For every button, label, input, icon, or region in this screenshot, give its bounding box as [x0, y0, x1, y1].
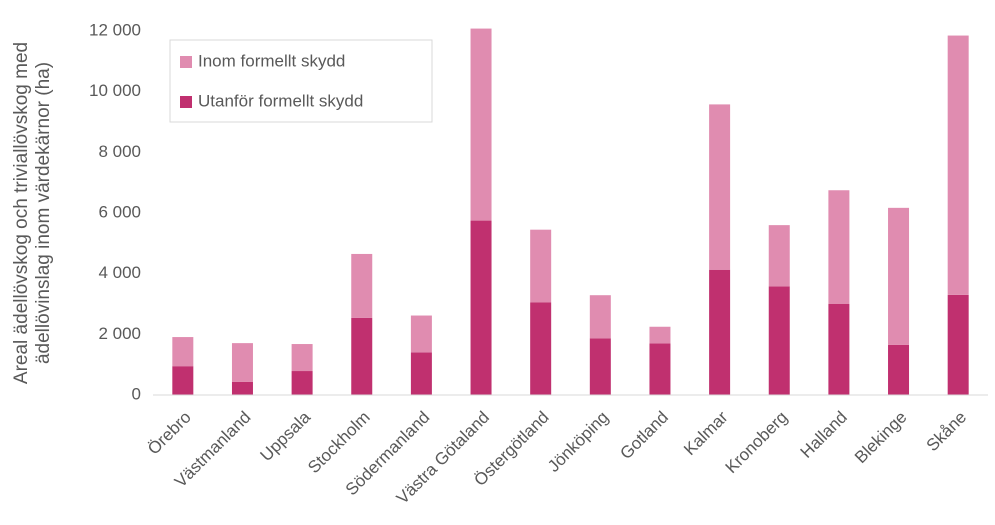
bar-segment — [351, 317, 373, 395]
y-axis-title-line: Areal ädellövskog och triviallövskog med — [11, 42, 32, 384]
bar-segment — [768, 286, 790, 395]
x-tick-label: Kronoberg — [722, 408, 792, 478]
bar-segment — [172, 366, 194, 395]
y-axis-title: Areal ädellövskog och triviallövskog med… — [11, 42, 54, 384]
bar-segment — [768, 225, 790, 287]
bar-segment — [231, 381, 253, 395]
legend-label: Inom formellt skydd — [198, 51, 345, 70]
bar-segment — [828, 304, 850, 395]
bar-segment — [888, 344, 910, 395]
x-tick-label-group: Jönköping — [544, 408, 612, 476]
x-tick-label: Skåne — [923, 408, 971, 456]
x-tick-label-group: Uppsala — [257, 407, 315, 465]
x-tick-label: Jönköping — [544, 408, 612, 476]
y-axis-title-line: ädellövinslag inom värdekärnor (ha) — [33, 62, 54, 364]
bar-segment — [709, 104, 731, 270]
x-tick-label-group: Örebro — [144, 408, 195, 459]
bar-segment — [291, 344, 313, 372]
bar-segment — [888, 207, 910, 345]
bar-segment — [947, 294, 969, 395]
bar-segment — [231, 343, 253, 382]
x-tick-label-group: Kronoberg — [722, 408, 792, 478]
x-tick-label: Örebro — [144, 408, 195, 459]
x-tick-label-group: Gotland — [616, 408, 672, 464]
bar-segment — [709, 269, 731, 395]
bar-segment — [947, 35, 969, 295]
x-tick-label-group: Halland — [797, 408, 851, 462]
y-tick-label: 4 000 — [98, 263, 141, 282]
bar-segment — [470, 28, 492, 221]
bar-segment — [649, 343, 671, 395]
x-tick-label: Uppsala — [257, 407, 315, 465]
x-tick-label: Blekinge — [851, 408, 911, 468]
legend-swatch — [180, 56, 192, 68]
x-tick-label-group: Skåne — [923, 408, 971, 456]
y-tick-label: 0 — [132, 384, 141, 403]
bar-segment — [172, 337, 194, 367]
x-tick-label: Halland — [797, 408, 851, 462]
y-tick-label: 12 000 — [89, 20, 141, 39]
bar-segment — [530, 302, 552, 395]
bar-segment — [589, 338, 611, 395]
x-tick-label-group: Kalmar — [680, 407, 732, 459]
x-tick-label: Gotland — [616, 408, 672, 464]
bar-segment — [351, 253, 373, 318]
legend-box — [169, 39, 433, 123]
x-tick-label-group: Blekinge — [851, 408, 911, 468]
bar-segment — [410, 352, 432, 395]
y-tick-label: 8 000 — [98, 142, 141, 161]
legend-swatch — [180, 96, 192, 108]
legend-label: Utanför formellt skydd — [198, 91, 363, 110]
bar-segment — [530, 229, 552, 303]
bar-segment — [828, 190, 850, 304]
bar-segment — [410, 315, 432, 353]
bar-segment — [649, 326, 671, 344]
y-tick-label: 2 000 — [98, 324, 141, 343]
y-tick-label: 6 000 — [98, 202, 141, 221]
bar-segment — [470, 220, 492, 395]
x-tick-label: Kalmar — [680, 407, 732, 459]
y-tick-label: 10 000 — [89, 81, 141, 100]
bar-segment — [291, 371, 313, 395]
bar-segment — [589, 295, 611, 339]
